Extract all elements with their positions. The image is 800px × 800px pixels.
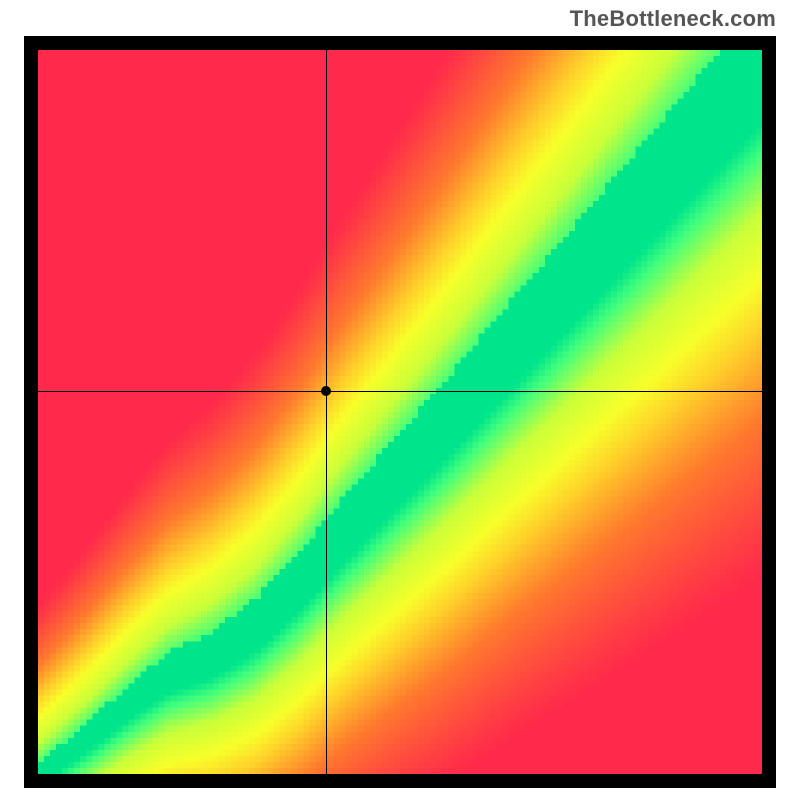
plot-frame — [24, 36, 776, 788]
crosshair-vertical — [326, 50, 327, 774]
marker-dot — [321, 386, 331, 396]
watermark-text: TheBottleneck.com — [570, 6, 776, 32]
stage: TheBottleneck.com — [0, 0, 800, 800]
heatmap-canvas — [38, 50, 762, 774]
crosshair-horizontal — [38, 391, 762, 392]
